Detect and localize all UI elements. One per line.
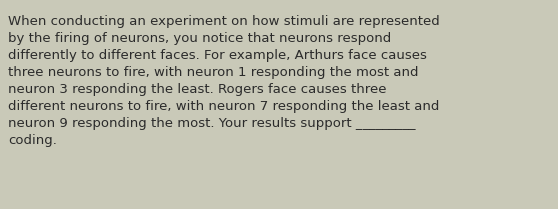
Text: When conducting an experiment on how stimuli are represented
by the firing of ne: When conducting an experiment on how sti… — [8, 15, 440, 147]
